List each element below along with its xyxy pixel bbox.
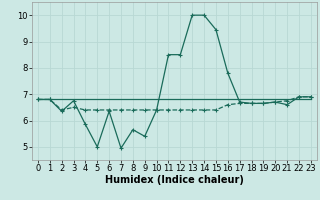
X-axis label: Humidex (Indice chaleur): Humidex (Indice chaleur) <box>105 175 244 185</box>
